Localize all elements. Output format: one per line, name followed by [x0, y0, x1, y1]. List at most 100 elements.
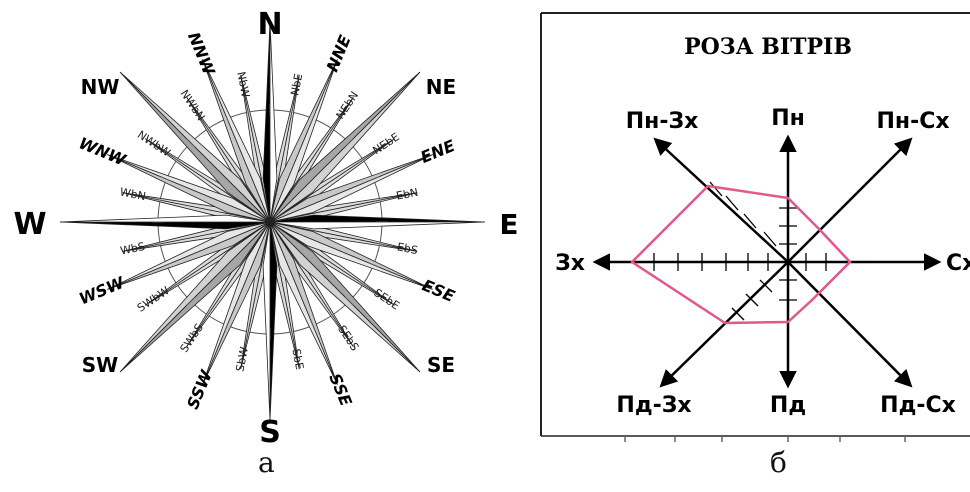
intercardinal-point-3-right [119, 71, 271, 223]
dir-label-sw: Пд-Зх [616, 393, 691, 418]
frame-bottom-marks [624, 436, 906, 442]
by-point-label-nwbw: NWbW [135, 128, 173, 159]
label-w: W [13, 207, 46, 242]
secondary-point-6-right [107, 154, 271, 223]
compass-tick [186, 138, 196, 148]
label-e: E [499, 208, 518, 241]
compass-tick [344, 138, 354, 148]
by-point-label-nbe: NbE [288, 72, 305, 96]
by-point-label-sbw: SbW [233, 346, 251, 373]
dir-label-nw: Пн-Зх [626, 109, 699, 134]
compass-rose: N S W E NE SE SW NW NNE ENE ESE SSE SSW WSW WN… [13, 7, 518, 450]
compass-tick [160, 176, 173, 182]
by-point-label-sebs: SEbS [335, 323, 361, 353]
secondary-label-sse: SSE [325, 371, 355, 409]
wind-rose-title: РОЗА ВІТРІВ [684, 34, 852, 60]
by-point-label-swbs: SWbS [178, 321, 206, 355]
secondary-label-nne: NNE [323, 32, 355, 74]
intercardinal-point-2-right [119, 221, 271, 373]
label-nw: NW [81, 75, 120, 99]
compass-tick [290, 325, 294, 338]
secondary-point-2-right [269, 221, 433, 290]
compass-tick [367, 262, 380, 268]
label-s: S [259, 415, 281, 450]
secondary-label-nnw: NNW [184, 29, 219, 79]
dir-label-e: Сх [946, 251, 970, 276]
secondary-point-4-right [202, 221, 271, 385]
compass-tick [224, 112, 230, 125]
compass-ticks [152, 104, 388, 340]
compass-tick [246, 325, 250, 338]
compass-tick [171, 280, 183, 289]
dir-label-se: Пд-Сх [880, 393, 956, 418]
axis-se [787, 261, 913, 388]
cardinal-point-n-right [269, 21, 278, 223]
secondary-label-ese: ESE [419, 276, 457, 306]
compass-tick [154, 198, 167, 202]
compass-tick [373, 242, 386, 246]
secondary-points [107, 59, 433, 385]
by-point-label-wbn: WbN [119, 185, 147, 203]
secondary-label-ene: ENE [418, 136, 458, 167]
by-point-label-swbw: SWbW [135, 284, 172, 315]
by-point-label-ebs: EbS [396, 240, 419, 257]
intercardinal-point-1-right [269, 221, 421, 373]
compass-tick [203, 123, 212, 135]
intercardinal-points [119, 71, 421, 373]
by-point-label-ebn: EbN [395, 186, 419, 203]
intercardinal-point-0-right [269, 71, 421, 223]
secondary-label-wnw: WNW [76, 133, 130, 170]
secondary-point-7-right [202, 59, 271, 223]
caption-b: б [770, 446, 787, 479]
by-point-label-sebe: SEbE [371, 286, 401, 312]
wind-polygon [630, 184, 852, 325]
secondary-point-3-right [269, 221, 338, 385]
by-point-label-wbs: WbS [119, 240, 146, 258]
compass-tick [357, 155, 369, 164]
compass-tick [367, 176, 380, 182]
secondary-label-wsw: WSW [76, 272, 128, 308]
secondary-point-5-right [107, 221, 271, 290]
compass-tick [310, 319, 316, 332]
wind-ticks [653, 181, 827, 321]
compass-tick [373, 198, 386, 202]
cardinal-point-s-right [262, 221, 271, 421]
dir-label-s: Пд [770, 393, 806, 418]
by-point-label-nebe: NEbE [370, 130, 401, 157]
wind-axes [592, 134, 942, 389]
by-point-label-nebn: NEbN [334, 89, 362, 121]
secondary-point-1-right [269, 154, 433, 223]
caption-a: а [258, 446, 275, 479]
axis-nw [653, 137, 789, 263]
compass-tick [310, 112, 316, 125]
cardinal-points [59, 21, 486, 421]
compass-tick [203, 309, 212, 321]
compass-tick [246, 106, 250, 119]
dir-label-ne: Пн-Сх [876, 109, 949, 134]
secondary-label-ssw: SSW [183, 366, 216, 412]
label-ne: NE [426, 75, 456, 99]
compass-tick [290, 106, 294, 119]
compass-tick [357, 280, 369, 289]
by-point-label-nwbn: NWbN [178, 87, 208, 123]
compass-tick [328, 309, 337, 321]
compass-tick [160, 262, 173, 268]
by-point-label-sbe: SbE [289, 348, 306, 371]
cardinal-point-w-right [59, 214, 271, 223]
compass-tick [344, 296, 354, 306]
compass-tick [224, 319, 230, 332]
label-se: SE [427, 353, 455, 377]
axis-ne [787, 137, 913, 263]
dir-label-n: Пн [771, 106, 805, 131]
by-point-label-nbw: NbW [234, 71, 252, 99]
secondary-point-0-right [269, 59, 338, 223]
label-n: N [257, 7, 282, 42]
dir-label-w: Зх [555, 251, 585, 276]
wind-rose: РОЗА ВІТРІВ [540, 12, 970, 442]
compass-tick [186, 296, 196, 306]
label-sw: SW [82, 353, 118, 377]
compass-tick [154, 242, 167, 246]
compass-tick [171, 155, 183, 164]
compass-tick [328, 123, 337, 135]
